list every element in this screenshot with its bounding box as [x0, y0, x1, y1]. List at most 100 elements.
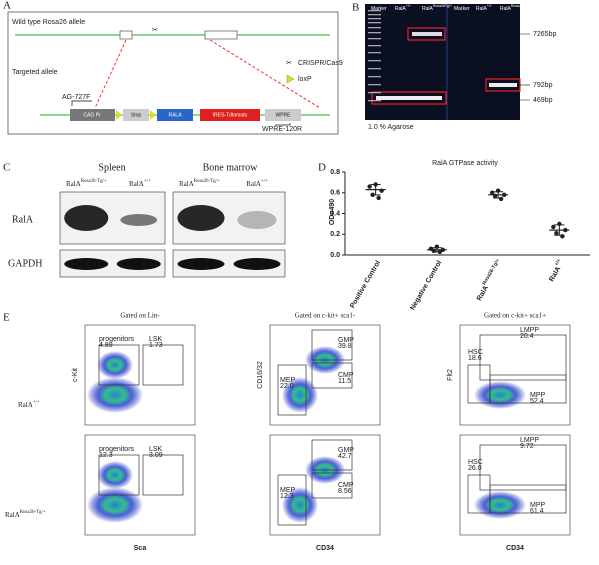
loxp	[116, 110, 122, 120]
lane-label: Marker	[371, 6, 387, 12]
row-label: RalA+/+	[18, 400, 40, 408]
x-tick-label: RalARosa26-Tg/+	[474, 258, 505, 302]
ladder-band	[368, 22, 381, 24]
gate	[489, 374, 567, 404]
column-label-sup: Rosa26-Tg/+	[194, 179, 220, 184]
x-tick-label: Positive Control	[349, 259, 382, 309]
band	[237, 211, 277, 229]
ladder-band	[368, 18, 381, 20]
panel-letter: B	[352, 2, 359, 14]
gate-value: 61.4	[530, 508, 544, 515]
row-label: GAPDH	[8, 258, 42, 269]
gate-title: Gated on c-kit+ sca1-	[295, 312, 356, 320]
point	[501, 192, 507, 198]
primer: WPRE-120R	[262, 126, 302, 133]
point	[376, 195, 381, 201]
lane-label: RalA+/+	[476, 4, 492, 12]
point	[563, 227, 568, 233]
point	[373, 182, 378, 187]
gate-name: LMPP	[520, 327, 539, 334]
x-tick-label: Negative Control	[409, 259, 443, 311]
population	[87, 487, 143, 523]
gate-value: 12.3	[280, 493, 294, 500]
loxp	[150, 110, 156, 120]
band	[177, 258, 225, 270]
y-axis-label: c-Kit	[72, 368, 79, 382]
point	[492, 193, 498, 199]
arm	[209, 39, 321, 109]
gate-name: HSC	[468, 349, 483, 356]
panel-letter: A	[3, 0, 11, 12]
band	[412, 32, 442, 36]
point	[370, 192, 375, 198]
row-label-base: RalA	[18, 401, 33, 409]
gate-value: 52.4	[530, 398, 544, 405]
lane-label-base: Marker	[454, 6, 470, 12]
gate-value: 18.6	[468, 355, 482, 362]
band	[64, 205, 109, 231]
column-label-sup: Rosa26-Tg/+	[81, 179, 107, 184]
gate-value: 39.8	[338, 343, 352, 350]
x-tick-label-base: Positive Control	[349, 259, 382, 309]
column-label-base: RalA	[66, 180, 81, 188]
point	[379, 188, 384, 193]
element-label: IRES-Tdtomato	[213, 112, 248, 118]
row-label-base: RalA	[5, 511, 20, 519]
flow-plots: Gated on Lin- Gated on c-kit+ sca1- Gated …	[5, 312, 571, 552]
gate	[98, 344, 140, 386]
gate-name: LSK	[149, 336, 163, 343]
gate	[479, 334, 567, 381]
exon	[119, 30, 133, 40]
y-tick-label: 0.2	[330, 231, 340, 238]
element-label: RALA	[168, 112, 182, 118]
lane-label: RalA+/+	[395, 4, 411, 12]
chart-title: RalA GTPase activity	[432, 160, 498, 167]
element	[123, 109, 149, 121]
loxp-icon	[286, 74, 295, 84]
label: Targeted allele	[12, 69, 58, 76]
gate-name: GMP	[338, 337, 354, 344]
ladder-band	[368, 52, 381, 54]
y-axis-label: Flt2	[447, 369, 454, 381]
column-label-sup: +/+	[144, 179, 151, 184]
row-label: RalA	[12, 214, 34, 225]
gate-name: MPP	[530, 502, 546, 509]
ladder-band	[368, 76, 381, 78]
x-tick-label-sup: Rosa26-Tg/+	[482, 258, 502, 286]
lane-label: RalARosa26Tg/+	[500, 4, 530, 12]
point	[498, 196, 504, 202]
lane-label: RalARosa26Tg/+	[422, 4, 452, 12]
lane-label-sup: +/+	[487, 4, 492, 8]
exon	[204, 30, 238, 40]
ladder-band	[368, 92, 381, 94]
population	[97, 351, 133, 379]
primer-arrow	[275, 123, 291, 126]
gate-title: Gated on Lin-	[120, 312, 160, 320]
gate-name: CMP	[338, 482, 354, 489]
gate-name: CMP	[338, 372, 354, 379]
gate-name: MEP	[280, 487, 296, 494]
column-label: RalA+/+	[246, 179, 268, 187]
x-tick-label-base: RalA	[476, 285, 490, 302]
row-label: RalARosa26-Tg/+	[5, 510, 46, 518]
ladder-band	[368, 38, 381, 40]
element	[200, 109, 260, 121]
point	[557, 221, 562, 227]
tissue: Bone marrow	[203, 162, 258, 173]
gate-value: 4.89	[99, 342, 113, 349]
ladder-band	[368, 10, 381, 12]
population	[282, 377, 318, 413]
point	[437, 249, 443, 255]
element	[70, 109, 115, 121]
primer-arrow	[71, 100, 92, 106]
band	[489, 83, 517, 87]
x-tick-label: RalA+/+	[546, 258, 566, 283]
gate-title: Gated on c-kit+ sca1+	[484, 312, 546, 320]
row-label-sup: +/+	[33, 400, 40, 405]
point	[551, 224, 556, 230]
panel-a: A Wild type Rosa26 allele ✂ Targeted all…	[3, 0, 343, 135]
gate	[311, 472, 353, 499]
ladder-band	[368, 68, 381, 70]
y-tick-label: 0.8	[330, 169, 340, 176]
panel-c: C Spleen Bone marrow RalA GAPDH RalARosa…	[3, 162, 286, 278]
